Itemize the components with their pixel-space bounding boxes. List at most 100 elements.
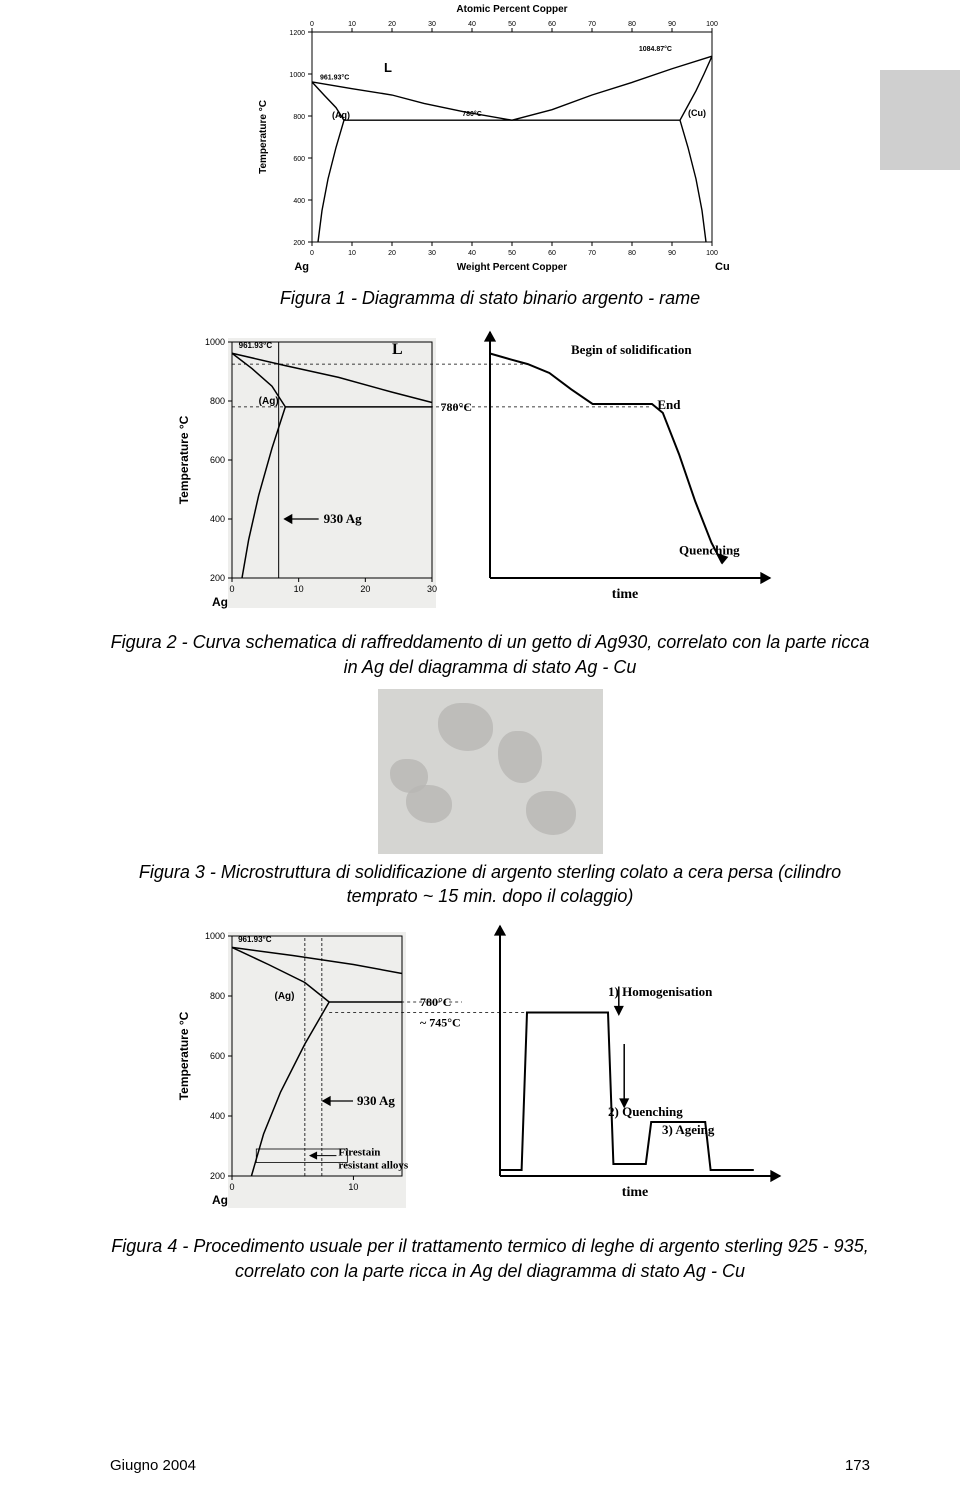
figure-2-block: 200 400 600 800 1000 0 10 20 30 Ag Temperature °C L… bbox=[110, 324, 870, 679]
svg-text:200: 200 bbox=[293, 240, 305, 247]
svg-text:Ag: Ag bbox=[294, 261, 309, 273]
svg-text:80: 80 bbox=[628, 21, 636, 28]
figure-4-block: 200 400 600 800 1000 0 10 Ag Temperature °C (Ag) 9… bbox=[110, 918, 870, 1283]
svg-text:780°C: 780°C bbox=[441, 400, 472, 414]
svg-text:(Ag): (Ag) bbox=[332, 110, 350, 120]
svg-text:Temperature °C: Temperature °C bbox=[177, 1012, 191, 1101]
figure-4-caption: Figura 4 - Procedimento usuale per il tr… bbox=[110, 1234, 870, 1283]
svg-text:961.93°C: 961.93°C bbox=[239, 341, 273, 350]
svg-text:800: 800 bbox=[210, 991, 225, 1001]
svg-text:10: 10 bbox=[348, 21, 356, 28]
svg-text:Cu: Cu bbox=[715, 261, 730, 273]
svg-text:100: 100 bbox=[706, 21, 718, 28]
svg-text:0: 0 bbox=[310, 250, 314, 257]
svg-text:End: End bbox=[657, 397, 681, 412]
svg-text:100: 100 bbox=[706, 250, 718, 257]
heat-treatment-schedule: 200 400 600 800 1000 0 10 Ag Temperature °C (Ag) 9… bbox=[170, 918, 810, 1228]
svg-text:(Cu): (Cu) bbox=[688, 108, 706, 118]
svg-text:50: 50 bbox=[508, 250, 516, 257]
page-content: Atomic Percent Copper 0 10 20 30 40 50 60 70 80 90… bbox=[0, 0, 960, 1331]
svg-text:600: 600 bbox=[210, 455, 225, 465]
svg-text:930 Ag: 930 Ag bbox=[324, 511, 362, 526]
svg-text:1200: 1200 bbox=[289, 30, 305, 37]
svg-text:1) Homogenisation: 1) Homogenisation bbox=[608, 984, 713, 999]
svg-text:60: 60 bbox=[548, 21, 556, 28]
svg-text:60: 60 bbox=[548, 250, 556, 257]
svg-text:600: 600 bbox=[293, 156, 305, 163]
svg-text:Temperature °C: Temperature °C bbox=[177, 416, 191, 505]
footer-left: Giugno 2004 bbox=[110, 1457, 196, 1474]
phase-diagram-ag-cu: Atomic Percent Copper 0 10 20 30 40 50 60 70 80 90… bbox=[250, 0, 730, 280]
svg-text:10: 10 bbox=[348, 1182, 358, 1192]
svg-text:1000: 1000 bbox=[205, 337, 225, 347]
figure-3-block: Figura 3 - Microstruttura di solidificaz… bbox=[110, 689, 870, 909]
micrograph-placeholder bbox=[378, 689, 603, 854]
svg-text:400: 400 bbox=[210, 514, 225, 524]
svg-text:Quenching: Quenching bbox=[679, 543, 740, 558]
svg-text:resistant alloys: resistant alloys bbox=[338, 1160, 408, 1172]
cooling-curve-ag930: 200 400 600 800 1000 0 10 20 30 Ag Temperature °C L… bbox=[170, 324, 810, 624]
svg-text:Atomic Percent Copper: Atomic Percent Copper bbox=[456, 4, 567, 15]
svg-text:961.93°C: 961.93°C bbox=[238, 935, 272, 944]
svg-text:30: 30 bbox=[428, 21, 436, 28]
svg-text:800: 800 bbox=[293, 114, 305, 121]
svg-text:0: 0 bbox=[229, 1182, 234, 1192]
svg-text:70: 70 bbox=[588, 21, 596, 28]
figure-2-image: 200 400 600 800 1000 0 10 20 30 Ag Temperature °C L… bbox=[110, 324, 870, 624]
svg-text:Ag: Ag bbox=[212, 1193, 228, 1207]
svg-text:780°C: 780°C bbox=[462, 110, 482, 118]
svg-text:(Ag): (Ag) bbox=[259, 396, 279, 407]
svg-text:800: 800 bbox=[210, 396, 225, 406]
svg-text:20: 20 bbox=[388, 21, 396, 28]
page-footer: Giugno 2004 173 bbox=[110, 1457, 870, 1474]
svg-text:1000: 1000 bbox=[289, 72, 305, 79]
svg-text:600: 600 bbox=[210, 1051, 225, 1061]
svg-text:30: 30 bbox=[428, 250, 436, 257]
figure-4-image: 200 400 600 800 1000 0 10 Ag Temperature °C (Ag) 9… bbox=[110, 918, 870, 1228]
svg-text:200: 200 bbox=[210, 573, 225, 583]
figure-1-image: Atomic Percent Copper 0 10 20 30 40 50 60 70 80 90… bbox=[110, 0, 870, 280]
svg-text:time: time bbox=[612, 587, 638, 602]
svg-text:Temperature °C: Temperature °C bbox=[258, 100, 269, 174]
svg-text:Weight Percent Copper: Weight Percent Copper bbox=[457, 262, 567, 273]
svg-text:Begin of solidification: Begin of solidification bbox=[571, 342, 692, 357]
side-gray-box bbox=[880, 70, 960, 170]
svg-text:10: 10 bbox=[348, 250, 356, 257]
svg-text:20: 20 bbox=[360, 584, 370, 594]
svg-text:(Ag): (Ag) bbox=[275, 991, 295, 1002]
svg-text:3) Ageing: 3) Ageing bbox=[662, 1122, 715, 1137]
svg-text:10: 10 bbox=[294, 584, 304, 594]
svg-text:961.93°C: 961.93°C bbox=[320, 73, 349, 81]
svg-text:~ 745°C: ~ 745°C bbox=[420, 1016, 461, 1030]
svg-text:90: 90 bbox=[668, 21, 676, 28]
svg-text:40: 40 bbox=[468, 250, 476, 257]
svg-text:1000: 1000 bbox=[205, 931, 225, 941]
svg-text:50: 50 bbox=[508, 21, 516, 28]
figure-3-caption: Figura 3 - Microstruttura di solidificaz… bbox=[110, 860, 870, 909]
svg-text:20: 20 bbox=[388, 250, 396, 257]
svg-text:0: 0 bbox=[310, 21, 314, 28]
svg-text:80: 80 bbox=[628, 250, 636, 257]
svg-text:2) Quenching: 2) Quenching bbox=[608, 1104, 683, 1119]
svg-text:L: L bbox=[392, 341, 403, 358]
figure-2-caption: Figura 2 - Curva schematica di raffredda… bbox=[110, 630, 870, 679]
svg-text:30: 30 bbox=[427, 584, 437, 594]
svg-text:90: 90 bbox=[668, 250, 676, 257]
svg-text:0: 0 bbox=[229, 584, 234, 594]
svg-text:L: L bbox=[384, 60, 392, 75]
svg-text:time: time bbox=[622, 1185, 648, 1200]
svg-text:1084.87°C: 1084.87°C bbox=[639, 45, 672, 53]
svg-text:70: 70 bbox=[588, 250, 596, 257]
svg-text:930 Ag: 930 Ag bbox=[357, 1093, 395, 1108]
svg-text:Ag: Ag bbox=[212, 595, 228, 609]
svg-text:400: 400 bbox=[210, 1111, 225, 1121]
svg-text:780°C: 780°C bbox=[420, 995, 451, 1009]
svg-text:200: 200 bbox=[210, 1171, 225, 1181]
figure-1-caption: Figura 1 - Diagramma di stato binario ar… bbox=[110, 286, 870, 310]
svg-text:40: 40 bbox=[468, 21, 476, 28]
svg-text:Firestain: Firestain bbox=[338, 1147, 380, 1159]
svg-text:400: 400 bbox=[293, 198, 305, 205]
figure-3-image bbox=[110, 689, 870, 854]
footer-right: 173 bbox=[845, 1457, 870, 1474]
figure-1-block: Atomic Percent Copper 0 10 20 30 40 50 60 70 80 90… bbox=[110, 0, 870, 310]
